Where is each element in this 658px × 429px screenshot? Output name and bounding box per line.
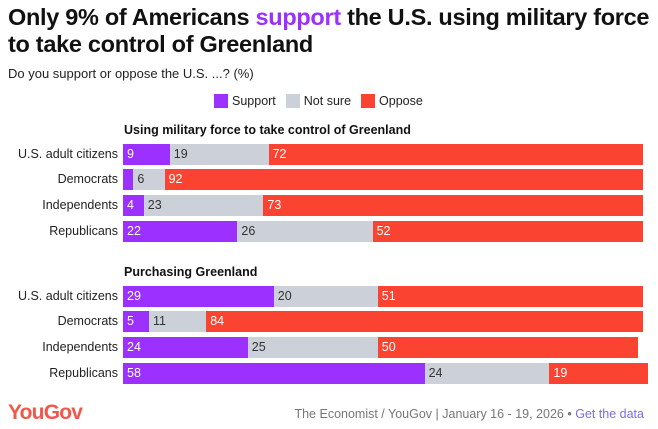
- category-label: Republicans: [49, 366, 118, 380]
- data-label: 24: [428, 366, 443, 380]
- bar-oppose: 72: [268, 144, 643, 165]
- data-label: 20: [277, 289, 292, 303]
- category-label: Independents: [42, 198, 118, 212]
- legend-label: Oppose: [379, 94, 423, 108]
- legend-item: Support: [214, 94, 276, 108]
- group-title: Using military force to take control of …: [124, 123, 411, 137]
- data-label: 50: [381, 340, 396, 354]
- data-label: 19: [553, 366, 568, 380]
- data-label: 6: [137, 172, 145, 186]
- data-label: 22: [127, 224, 141, 238]
- data-label: 29: [127, 289, 141, 303]
- bar-not-sure: 25: [247, 337, 378, 358]
- bar-not-sure: 23: [143, 195, 264, 216]
- bar-not-sure: 19: [169, 144, 269, 165]
- bar-oppose: 73: [263, 195, 643, 216]
- legend-item: Oppose: [361, 94, 423, 108]
- data-label: 92: [168, 172, 183, 186]
- category-label: Democrats: [57, 314, 118, 328]
- legend-swatch: [285, 94, 300, 108]
- data-label: 26: [241, 224, 256, 238]
- bar-support: 9: [123, 144, 170, 165]
- category-label: Independents: [42, 340, 118, 354]
- data-label: 73: [267, 198, 282, 212]
- title-text-end: the U.S. using military force to take co…: [8, 4, 650, 57]
- legend: Support Not sure Oppose: [214, 94, 423, 108]
- bar-oppose: 84: [206, 311, 643, 332]
- data-label: 24: [127, 340, 141, 354]
- bar-support: 4: [123, 195, 144, 216]
- bar-support: 24: [123, 337, 248, 358]
- data-label: 9: [127, 147, 134, 161]
- legend-label: Support: [232, 94, 276, 108]
- title-highlight: support: [255, 4, 342, 30]
- group-title: Purchasing Greenland: [124, 265, 258, 279]
- category-label: U.S. adult citizens: [17, 289, 118, 303]
- bar-not-sure: 24: [424, 363, 550, 384]
- bar-oppose: 92: [164, 169, 643, 190]
- bar-oppose: 50: [377, 337, 638, 358]
- data-label: 25: [251, 340, 266, 354]
- data-label: 52: [376, 224, 391, 238]
- data-label: 19: [173, 147, 188, 161]
- bar-oppose: 52: [372, 221, 643, 242]
- category-label: Democrats: [57, 172, 118, 186]
- footer-source: The Economist / YouGov | January 16 - 19…: [294, 407, 644, 421]
- legend-swatch: [214, 94, 228, 108]
- category-label: U.S. adult citizens: [17, 147, 118, 161]
- data-label: 11: [153, 314, 166, 328]
- bar-oppose: 19: [549, 363, 649, 384]
- bar-support: [123, 169, 134, 190]
- bar-support: 58: [123, 363, 425, 384]
- bar-not-sure: 6: [133, 169, 165, 190]
- bar-support: 5: [123, 311, 149, 332]
- data-label: 4: [127, 198, 134, 212]
- bar-not-sure: 20: [273, 286, 378, 307]
- data-label: 58: [127, 366, 141, 380]
- source-text: The Economist / YouGov | January 16 - 19…: [294, 407, 576, 421]
- data-label: 84: [210, 314, 225, 328]
- legend-item: Not sure: [285, 94, 352, 108]
- bar-not-sure: 26: [237, 221, 373, 242]
- get-the-data-link[interactable]: Get the data: [575, 407, 644, 421]
- bar-support: 29: [123, 286, 274, 307]
- data-label: 5: [127, 314, 134, 328]
- bar-oppose: 51: [377, 286, 643, 307]
- legend-label: Not sure: [303, 94, 352, 108]
- category-label: Republicans: [49, 224, 118, 238]
- legend-swatch: [361, 94, 376, 108]
- data-label: 23: [147, 198, 162, 212]
- bar-support: 22: [123, 221, 238, 242]
- chart-title: Only 9% of Americans support the U.S. us…: [8, 4, 658, 58]
- bar-not-sure: 11: [149, 311, 207, 332]
- data-label: 72: [272, 147, 287, 161]
- yougov-logo: YouGov: [8, 401, 83, 424]
- title-text: Only 9% of Americans: [8, 4, 256, 30]
- subtitle: Do you support or oppose the U.S. ...? (…: [8, 66, 254, 81]
- data-label: 51: [381, 289, 396, 303]
